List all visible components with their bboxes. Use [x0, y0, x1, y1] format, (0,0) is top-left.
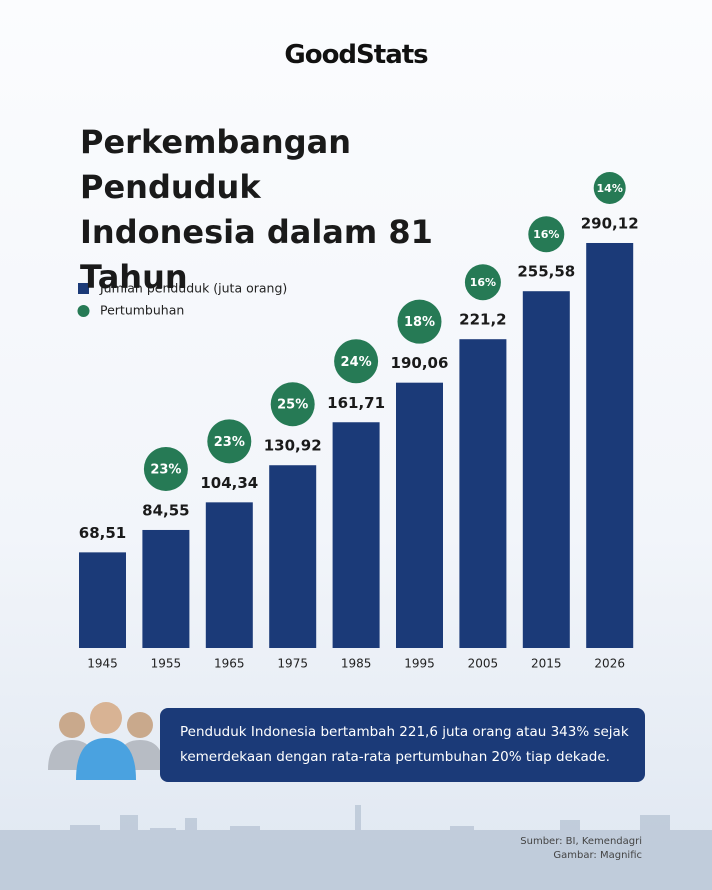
- growth-label: 25%: [277, 398, 308, 413]
- bar: [459, 339, 507, 648]
- legend-swatch: [78, 283, 89, 294]
- bar: [205, 502, 253, 648]
- people-icon: [48, 702, 164, 780]
- bar: [142, 529, 190, 648]
- growth-label: 23%: [150, 462, 181, 477]
- legend-swatch: [77, 305, 90, 317]
- growth-label: 18%: [404, 315, 435, 330]
- skyline: [0, 805, 712, 890]
- x-tick-label: 2015: [531, 657, 562, 671]
- growth-marker: [207, 419, 252, 464]
- growth-label: 14%: [597, 182, 623, 195]
- bar: [522, 291, 570, 648]
- bar: [586, 242, 634, 648]
- value-label: 84,55: [142, 501, 189, 519]
- growth-label: 16%: [470, 276, 496, 289]
- value-label: 290,12: [581, 214, 639, 232]
- growth-marker: [528, 216, 565, 253]
- bar: [332, 422, 380, 648]
- growth-marker: [270, 382, 315, 427]
- x-tick-label: 1955: [151, 657, 182, 671]
- legend-label: Pertumbuhan: [100, 303, 184, 318]
- source: Sumber: BI, Kemendagri Gambar: Magnific: [520, 835, 642, 863]
- chart-title: Perkembangan Penduduk Indonesia dalam 81…: [80, 123, 433, 296]
- logo: GoodStats: [284, 40, 428, 70]
- x-tick-label: 1965: [214, 657, 245, 671]
- legend-label: Jumlah penduduk (juta orang): [99, 281, 287, 296]
- x-tick-label: 1995: [404, 657, 435, 671]
- value-label: 255,58: [517, 263, 575, 281]
- value-label: 161,71: [327, 394, 385, 412]
- x-tick-label: 1975: [277, 657, 308, 671]
- growth-marker: [593, 171, 626, 204]
- note-box: Penduduk Indonesia bertambah 221,6 juta …: [160, 708, 645, 782]
- value-label: 190,06: [391, 354, 449, 372]
- bar: [396, 382, 443, 648]
- value-label: 130,92: [264, 437, 322, 455]
- growth-marker: [397, 299, 442, 344]
- x-tick-label: 2026: [594, 657, 625, 671]
- growth-label: 24%: [341, 355, 372, 370]
- value-label: 68,51: [79, 524, 126, 542]
- growth-marker: [143, 446, 188, 491]
- source-text: Sumber: BI, Kemendagri: [520, 836, 642, 847]
- growth-label: 23%: [214, 435, 245, 450]
- growth-marker: [334, 339, 379, 384]
- bar: [79, 552, 126, 648]
- growth-marker: [464, 264, 501, 301]
- x-tick-label: 2005: [468, 657, 499, 671]
- bar: [269, 465, 317, 648]
- value-label: 104,34: [200, 474, 258, 492]
- x-tick-label: 1945: [87, 657, 118, 671]
- value-label: 221,2: [459, 311, 506, 329]
- growth-label: 16%: [533, 228, 559, 241]
- x-tick-label: 1985: [341, 657, 372, 671]
- image-credit: Gambar: Magnific: [553, 850, 642, 861]
